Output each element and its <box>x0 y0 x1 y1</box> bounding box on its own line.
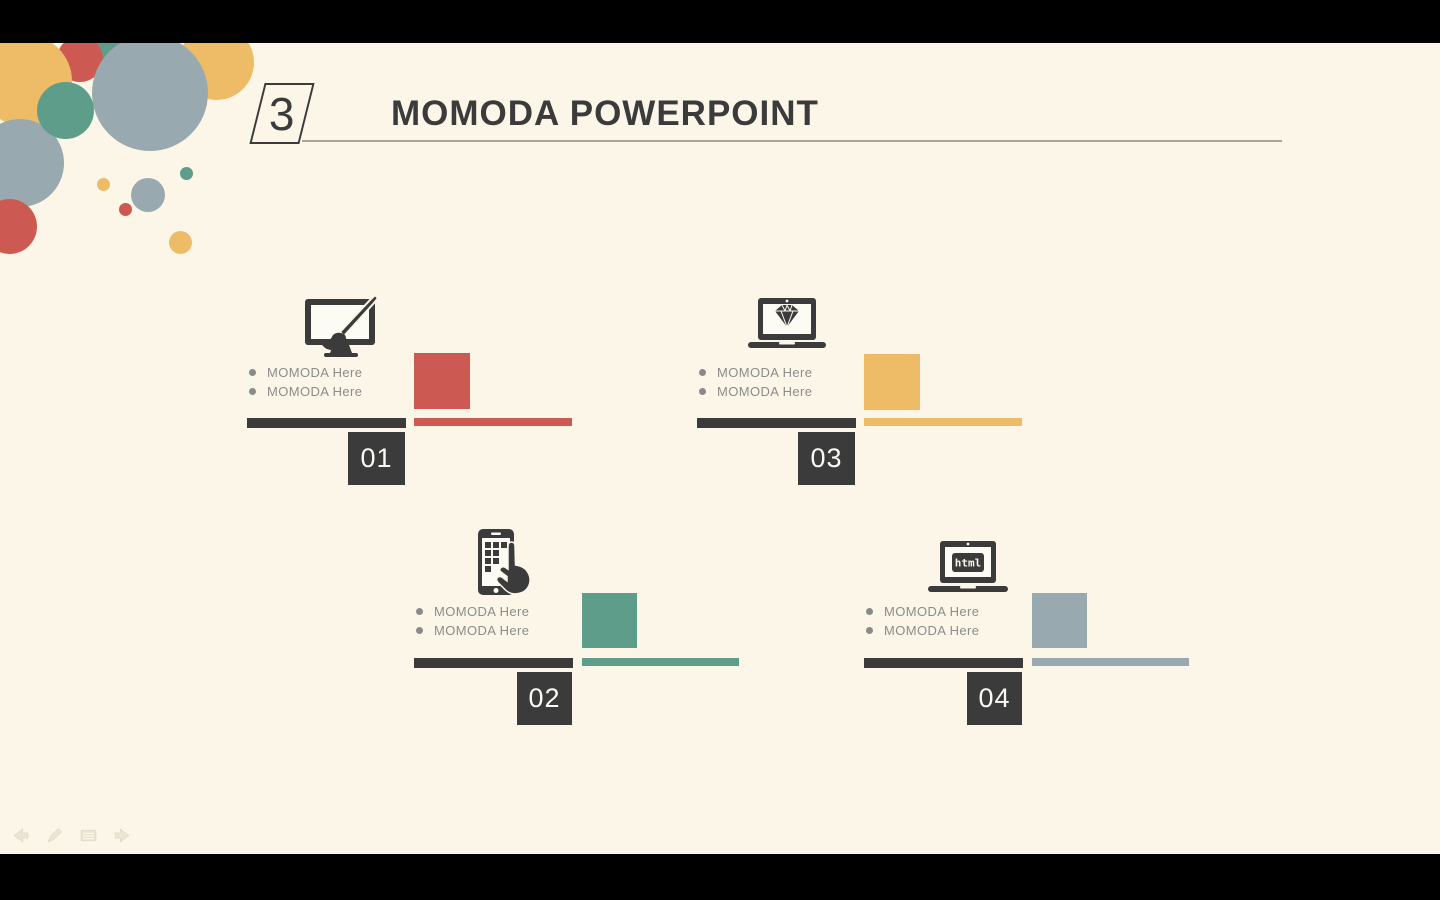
bullet-dot <box>249 369 256 376</box>
item-color-bar <box>414 418 572 426</box>
bullet-dot <box>416 608 423 615</box>
bullet-list: MOMODA Here MOMODA Here <box>249 363 362 401</box>
item-color-square <box>582 593 637 648</box>
item-color-bar <box>1032 658 1189 666</box>
item-color-square <box>1032 593 1087 648</box>
item-color-bar <box>864 418 1022 426</box>
item-number-badge: 04 <box>967 672 1022 725</box>
bullet-dot <box>416 627 423 634</box>
bullet-text: MOMODA Here <box>884 604 980 619</box>
decorative-circle <box>119 203 132 216</box>
presenter-controls <box>10 825 133 846</box>
bullet-dot <box>249 388 256 395</box>
feature-item-02: MOMODA Here MOMODA Here 02 <box>414 529 744 725</box>
item-dark-bar <box>697 418 856 428</box>
bullet-text: MOMODA Here <box>884 623 980 638</box>
item-number-badge: 01 <box>348 432 405 485</box>
bullet-list: MOMODA Here MOMODA Here <box>416 602 529 640</box>
see-all-slides-button[interactable] <box>78 825 99 846</box>
html-screen-label: html <box>955 557 982 570</box>
bullet-text: MOMODA Here <box>434 623 530 638</box>
decorative-circle <box>92 43 208 151</box>
section-number-box: 3 <box>249 83 315 144</box>
decorative-circle <box>131 178 165 212</box>
next-slide-button[interactable] <box>112 825 133 846</box>
decorative-circle <box>37 82 94 139</box>
section-number: 3 <box>269 87 295 140</box>
bullet-text: MOMODA Here <box>434 604 530 619</box>
bullet-dot <box>866 608 873 615</box>
bullet-text: MOMODA Here <box>717 384 813 399</box>
item-dark-bar <box>864 658 1023 668</box>
item-number-badge: 02 <box>517 672 572 725</box>
item-dark-bar <box>247 418 406 428</box>
decorative-circle <box>169 231 192 254</box>
item-dark-bar <box>414 658 573 668</box>
bullet-text: MOMODA Here <box>267 365 363 380</box>
bullet-dot <box>699 369 706 376</box>
feature-item-04: html MOMODA Here MOMODA Here 04 <box>864 529 1194 725</box>
item-color-square <box>414 353 470 409</box>
item-color-square <box>864 354 920 410</box>
decorative-circle <box>180 167 193 180</box>
letterbox-bottom <box>0 854 1440 900</box>
bullet-text: MOMODA Here <box>717 365 813 380</box>
bullet-list: MOMODA Here MOMODA Here <box>866 602 979 640</box>
item-color-bar <box>582 658 739 666</box>
letterbox-top <box>0 0 1440 43</box>
bullet-dot <box>699 388 706 395</box>
bullet-list: MOMODA Here MOMODA Here <box>699 363 812 401</box>
decorative-circle <box>97 178 110 191</box>
item-number-badge: 03 <box>798 432 855 485</box>
bullet-dot <box>866 627 873 634</box>
slide-canvas[interactable]: 3 MOMODA POWERPOINT MOMODA Here MOMODA H… <box>0 43 1440 854</box>
bullet-text: MOMODA Here <box>267 384 363 399</box>
title-underline <box>302 140 1282 142</box>
feature-item-01: MOMODA Here MOMODA Here 01 <box>247 293 577 489</box>
feature-item-03: MOMODA Here MOMODA Here 03 <box>697 293 1027 489</box>
pen-tool-button[interactable] <box>44 825 65 846</box>
page-title: MOMODA POWERPOINT <box>391 94 819 133</box>
decorative-circle <box>0 199 37 254</box>
previous-slide-button[interactable] <box>10 825 31 846</box>
